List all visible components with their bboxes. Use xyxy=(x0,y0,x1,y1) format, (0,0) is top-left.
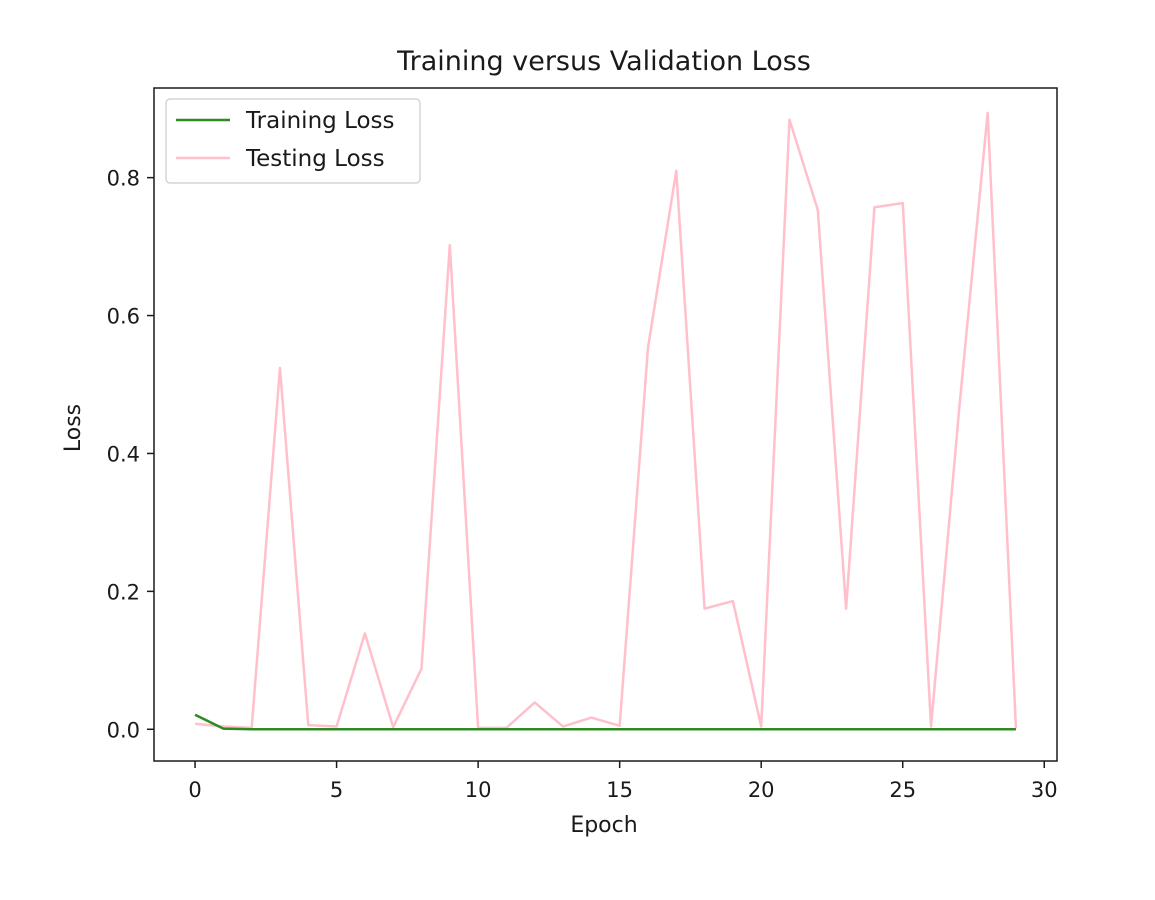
y-tick-label: 0.8 xyxy=(107,167,140,191)
x-tick-label: 20 xyxy=(748,778,775,802)
axis-ticks: 0 5 10 15 20 25 30 0.0 0.2 0.4 0.6 0.8 xyxy=(107,167,1058,802)
y-tick-label: 0.6 xyxy=(107,305,140,329)
legend-label-training-loss: Training Loss xyxy=(245,108,395,134)
y-axis-label: Loss xyxy=(61,404,86,452)
legend-label-testing-loss: Testing Loss xyxy=(245,146,385,172)
series-line-testing-loss xyxy=(194,111,1018,730)
chart-title: Training versus Validation Loss xyxy=(396,46,811,77)
series-lines xyxy=(194,111,1018,731)
y-tick-label: 0.0 xyxy=(107,718,140,742)
x-tick-label: 10 xyxy=(465,778,492,802)
x-axis-label: Epoch xyxy=(570,813,637,838)
x-tick-label: 0 xyxy=(188,778,201,802)
legend: Training Loss Testing Loss xyxy=(165,98,421,184)
x-tick-label: 5 xyxy=(330,778,343,802)
series-line-training-loss xyxy=(194,713,1016,731)
y-tick-label: 0.4 xyxy=(107,442,140,466)
plot-frame xyxy=(153,87,1058,762)
x-tick-label: 15 xyxy=(606,778,633,802)
x-tick-label: 25 xyxy=(889,778,916,802)
y-tick-label: 0.2 xyxy=(107,580,140,604)
x-tick-label: 30 xyxy=(1031,778,1058,802)
